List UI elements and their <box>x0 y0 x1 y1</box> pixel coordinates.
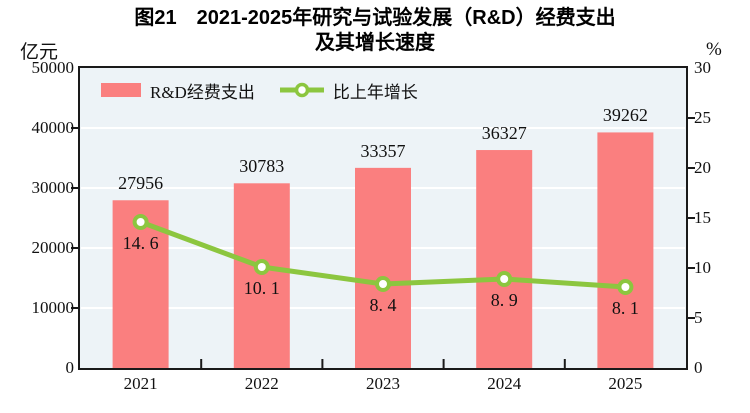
bar-value-label: 39262 <box>602 105 648 126</box>
bar-2022 <box>233 183 290 368</box>
growth-value-label: 8. 9 <box>490 290 518 310</box>
bar-value-label: 33357 <box>360 140 406 161</box>
legend-bar-swatch <box>101 83 141 97</box>
bar-value-label: 27956 <box>118 173 164 194</box>
left-axis-tick-label: 30000 <box>31 178 75 197</box>
right-axis-tick-label: 15 <box>694 208 711 227</box>
legend-line-marker-icon <box>279 82 324 98</box>
right-axis-tick-label: 5 <box>694 308 703 327</box>
bar-value-label: 30783 <box>239 156 285 177</box>
x-axis-label: 2022 <box>244 374 279 393</box>
growth-marker <box>253 259 270 275</box>
growth-value-label: 10. 1 <box>243 278 280 298</box>
right-axis-tick-label: 20 <box>694 158 711 177</box>
legend: R&D经费支出 比上年增长 <box>101 80 418 102</box>
left-axis-tick-label: 10000 <box>31 298 75 317</box>
chart-title-line1: 图21 2021-2025年研究与试验发展（R&D）经费支出 <box>134 7 616 29</box>
growth-marker <box>617 279 634 295</box>
right-axis-tick-label: 30 <box>694 58 711 77</box>
bar-value-label: 36327 <box>481 123 527 144</box>
bar-2024 <box>476 150 533 368</box>
growth-marker <box>375 276 391 292</box>
right-axis-tick-label: 25 <box>694 108 711 127</box>
left-axis-unit-label: 亿元 <box>20 42 59 63</box>
bar-2025 <box>597 132 654 368</box>
right-axis-unit-label: % <box>706 39 722 60</box>
x-axis-label: 2021 <box>123 374 158 393</box>
legend-bar-label: R&D经费支出 <box>150 82 255 102</box>
bar-2023 <box>355 167 411 368</box>
x-axis-label: 2025 <box>608 374 643 393</box>
left-axis-tick-label: 40000 <box>31 118 75 137</box>
x-axis-label: 2024 <box>487 374 522 393</box>
growth-marker <box>132 214 149 230</box>
chart-title-line2: 及其增长速度 <box>315 32 435 54</box>
growth-value-label: 8. 1 <box>611 298 639 318</box>
right-axis-tick-label: 0 <box>694 358 703 377</box>
growth-value-label: 14. 6 <box>122 233 159 253</box>
left-axis-tick-label: 50000 <box>31 58 75 77</box>
legend-line-label: 比上年增长 <box>332 82 418 102</box>
x-axis-label: 2023 <box>366 374 400 393</box>
growth-value-label: 8. 4 <box>369 295 397 315</box>
growth-marker <box>496 271 513 287</box>
left-axis-tick-label: 20000 <box>31 238 75 257</box>
right-axis-tick-label: 10 <box>694 258 711 277</box>
left-axis-tick-label: 0 <box>65 358 75 377</box>
